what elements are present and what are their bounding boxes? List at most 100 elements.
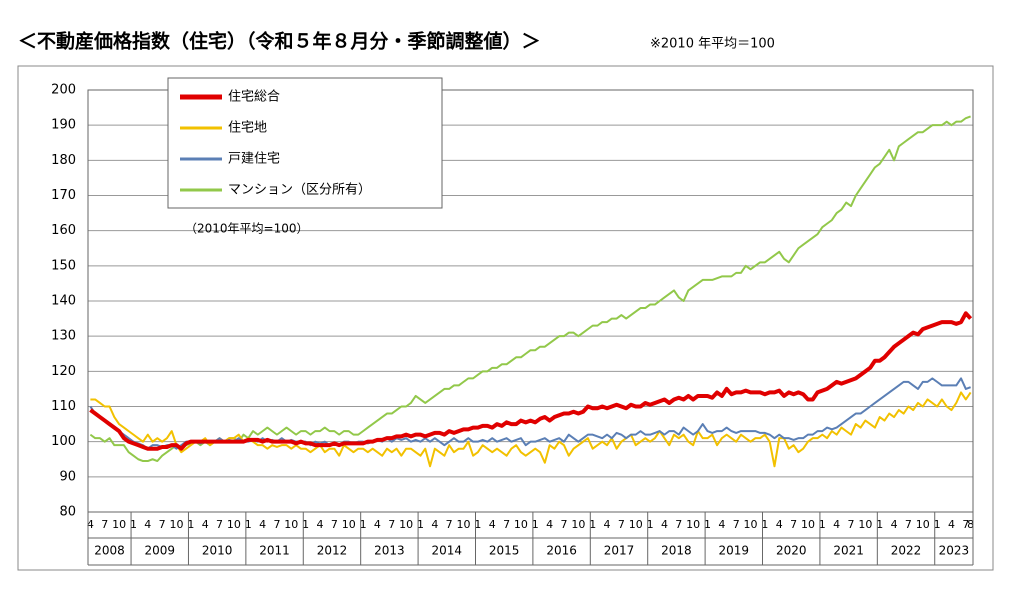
x-tick-label: 4 xyxy=(891,518,898,531)
year-label: 2011 xyxy=(259,544,290,558)
x-tick-label: 4 xyxy=(489,518,496,531)
x-tick-label: 4 xyxy=(87,518,94,531)
chart-title: ＜不動産価格指数（住宅）（令和５年８月分・季節調整値）＞ xyxy=(18,30,541,53)
x-tick-label: 10 xyxy=(629,518,643,531)
plot-frame xyxy=(87,89,974,513)
y-tick-label: 160 xyxy=(51,223,76,238)
y-tick-label: 150 xyxy=(51,258,76,273)
x-tick-label: 10 xyxy=(858,518,872,531)
y-tick-label: 100 xyxy=(51,434,76,449)
year-label: 2018 xyxy=(661,544,692,558)
x-tick-label: 7 xyxy=(790,518,797,531)
x-tick-label: 1 xyxy=(761,518,768,531)
legend-label: 戸建住宅 xyxy=(228,152,280,167)
x-tick-label: 7 xyxy=(216,518,223,531)
x-tick-label: 1 xyxy=(647,518,654,531)
year-label: 2022 xyxy=(891,544,922,558)
y-tick-label: 140 xyxy=(51,294,76,309)
y-tick-label: 90 xyxy=(59,469,76,484)
year-label: 2016 xyxy=(546,544,577,558)
legend-label: 住宅総合 xyxy=(228,90,280,105)
x-tick-label: 4 xyxy=(776,518,783,531)
x-tick-label: 10 xyxy=(112,518,126,531)
chart-subtitle: ※2010 年平均＝100 xyxy=(650,37,775,52)
x-tick-label: 7 xyxy=(675,518,682,531)
data-line xyxy=(89,311,973,451)
data-line xyxy=(89,377,971,450)
x-tick-label: 7 xyxy=(962,518,969,531)
year-label: 2019 xyxy=(719,544,750,558)
x-tick-label: 7 xyxy=(331,518,338,531)
y-tick-label: 80 xyxy=(59,505,76,520)
year-label: 2014 xyxy=(432,544,463,558)
x-tick-label: 1 xyxy=(532,518,539,531)
x-tick-label: 4 xyxy=(948,518,955,531)
year-label: 2010 xyxy=(202,544,233,558)
y-tick-label: 120 xyxy=(51,364,76,379)
x-tick-label: 8 xyxy=(967,518,974,531)
year-label: 2012 xyxy=(317,544,348,558)
x-tick-label: 10 xyxy=(457,518,471,531)
x-tick-label: 1 xyxy=(360,518,367,531)
y-tick-label: 200 xyxy=(51,83,76,98)
year-label: 2017 xyxy=(604,544,635,558)
x-tick-label: 10 xyxy=(399,518,413,531)
x-tick-label: 4 xyxy=(144,518,151,531)
x-tick-label: 7 xyxy=(560,518,567,531)
x-tick-label: 4 xyxy=(833,518,840,531)
x-tick-label: 4 xyxy=(374,518,381,531)
x-tick-label: 1 xyxy=(474,518,481,531)
legend-label: 住宅地 xyxy=(228,121,267,136)
x-tick-label: 7 xyxy=(273,518,280,531)
x-tick-label: 4 xyxy=(202,518,209,531)
annotation: （2010年平均=100） xyxy=(185,222,309,236)
x-tick-label: 10 xyxy=(342,518,356,531)
x-tick-label: 1 xyxy=(934,518,941,531)
x-tick-label: 4 xyxy=(259,518,266,531)
year-label: 2013 xyxy=(374,544,405,558)
x-tick-label: 7 xyxy=(101,518,108,531)
year-label: 2021 xyxy=(833,544,864,558)
y-tick-label: 130 xyxy=(51,329,76,344)
year-label: 2015 xyxy=(489,544,520,558)
y-tick-label: 170 xyxy=(51,188,76,203)
y-tick-label: 180 xyxy=(51,153,76,168)
x-tick-label: 10 xyxy=(744,518,758,531)
x-tick-label: 4 xyxy=(317,518,324,531)
x-tick-label: 4 xyxy=(604,518,611,531)
data-line xyxy=(90,391,972,468)
x-tick-label: 1 xyxy=(589,518,596,531)
x-tick-label: 4 xyxy=(718,518,725,531)
x-tick-label: 7 xyxy=(446,518,453,531)
year-label: 2008 xyxy=(94,544,125,558)
x-tick-label: 4 xyxy=(546,518,553,531)
x-tick-label: 7 xyxy=(848,518,855,531)
year-label: 2009 xyxy=(144,544,175,558)
year-label: 2023 xyxy=(939,544,970,558)
x-tick-label: 7 xyxy=(733,518,740,531)
x-tick-label: 10 xyxy=(170,518,184,531)
x-tick-label: 10 xyxy=(571,518,585,531)
x-tick-label: 10 xyxy=(801,518,815,531)
x-tick-label: 1 xyxy=(876,518,883,531)
x-tick-label: 4 xyxy=(431,518,438,531)
x-tick-label: 1 xyxy=(245,518,252,531)
x-tick-label: 7 xyxy=(388,518,395,531)
x-tick-label: 7 xyxy=(503,518,510,531)
x-tick-label: 1 xyxy=(417,518,424,531)
y-tick-label: 190 xyxy=(51,118,76,133)
x-tick-label: 1 xyxy=(819,518,826,531)
x-tick-label: 10 xyxy=(514,518,528,531)
legend-label: マンション（区分所有） xyxy=(228,183,371,198)
y-tick-label: 110 xyxy=(51,399,76,414)
x-tick-label: 1 xyxy=(302,518,309,531)
x-tick-label: 10 xyxy=(916,518,930,531)
legend xyxy=(167,77,443,209)
x-tick-label: 1 xyxy=(187,518,194,531)
x-tick-label: 10 xyxy=(284,518,298,531)
x-tick-label: 10 xyxy=(686,518,700,531)
x-tick-label: 7 xyxy=(159,518,166,531)
x-tick-label: 7 xyxy=(905,518,912,531)
x-tick-label: 10 xyxy=(227,518,241,531)
